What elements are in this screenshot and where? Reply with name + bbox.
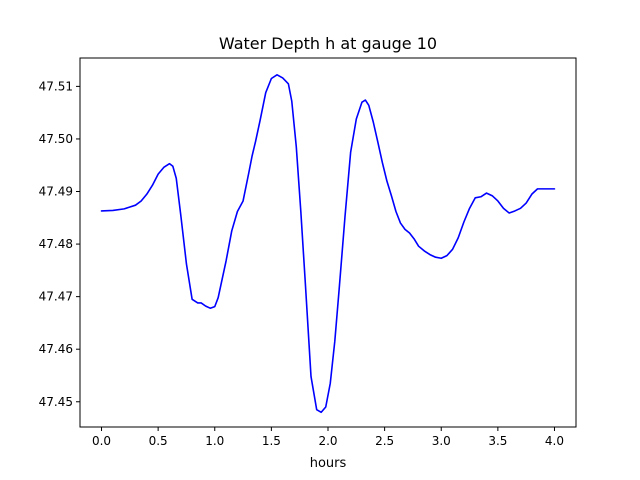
x-axis: 0.0 0.5 1.0 1.5 2.0 2.5 3.0 3.5 4.0 <box>92 427 564 448</box>
x-axis-label: hours <box>310 456 347 471</box>
x-tick-label: 3.5 <box>488 434 507 448</box>
x-tick-label: 0.5 <box>149 434 168 448</box>
x-tick-label: 0.0 <box>92 434 111 448</box>
y-tick-label: 47.51 <box>39 79 73 93</box>
y-tick-label: 47.50 <box>39 132 73 146</box>
y-tick-label: 47.48 <box>39 237 73 251</box>
y-tick-label: 47.47 <box>39 290 73 304</box>
x-tick-label: 1.5 <box>262 434 281 448</box>
plot-frame <box>79 57 577 428</box>
x-tick-label: 1.0 <box>205 434 224 448</box>
chart-title: Water Depth h at gauge 10 <box>219 34 437 53</box>
series-line <box>100 74 556 414</box>
y-tick-label: 47.46 <box>39 342 73 356</box>
x-tick-label: 4.0 <box>545 434 564 448</box>
x-tick-label: 2.0 <box>318 434 337 448</box>
y-tick-label: 47.45 <box>39 395 73 409</box>
y-axis: 47.45 47.46 47.47 47.48 47.49 47.50 47.51 <box>39 79 80 409</box>
y-tick-label: 47.49 <box>39 185 73 199</box>
x-tick-label: 3.0 <box>432 434 451 448</box>
x-tick-label: 2.5 <box>375 434 394 448</box>
